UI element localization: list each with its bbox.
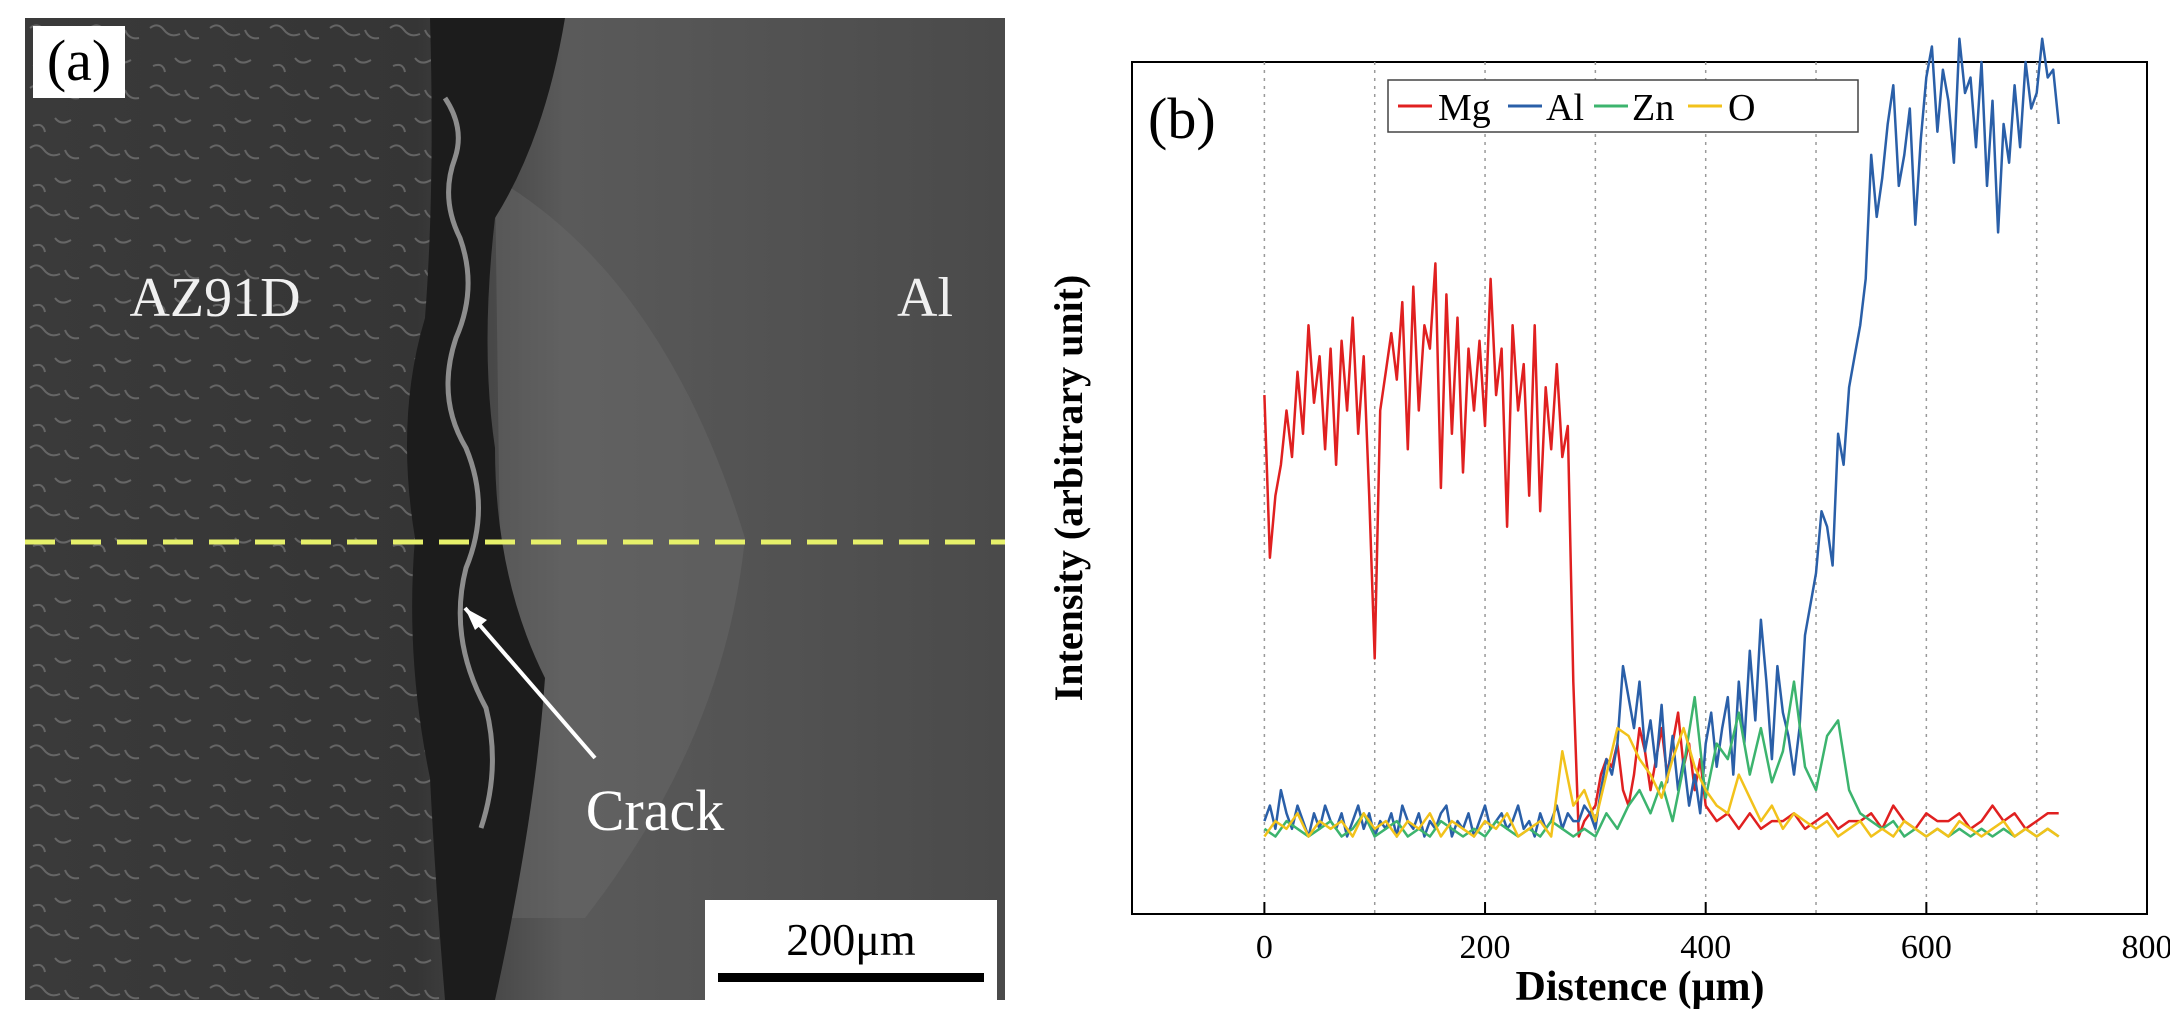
crack-bright-edges [442,96,495,829]
crack-pointer-arrowhead [465,608,487,630]
series-line-mg [1263,262,2059,838]
x-axis-label: Distence (μm) [1516,964,1765,1010]
x-tick-label: 600 [1901,929,1952,966]
interface-bright-zone [495,178,745,918]
x-axis-ticks: 0 200 400 600 800 [1256,902,2170,966]
scale-bar-label: 200μm [786,914,916,965]
x-tick-label: 800 [2122,929,2171,966]
series-group [1263,37,2060,838]
x-tick-label: 0 [1256,929,1273,966]
scale-bar [718,973,984,982]
crack-pointer-arrow [463,606,597,760]
eds-line-profile-chart: 0 200 400 600 800 (b) Mg Al Zn O Distence (μ… [1046,37,2170,1010]
legend: Mg Al Zn O [1387,79,1859,133]
label-al: Al [897,267,953,329]
gridlines [1263,62,2038,914]
az91d-dendrite-texture [25,18,445,1000]
panel-a-label-box [33,26,125,98]
y-axis-label: Intensity (arbitrary unit) [1046,275,1091,702]
label-az91d: AZ91D [129,267,300,329]
legend-label-zn: Zn [1632,87,1674,129]
legend-label-mg: Mg [1438,87,1491,129]
x-tick-label: 200 [1460,929,1511,966]
sem-micrograph-panel: (a) AZ91D Al Crack 200μm [25,18,1005,1000]
legend-label-o: O [1728,87,1755,129]
panel-a-label: (a) [47,28,111,93]
series-line-o [1263,726,2060,838]
legend-label-al: Al [1546,87,1584,129]
x-tick-label: 400 [1680,929,1731,966]
plot-frame [1131,61,2148,915]
panel-b-label: (b) [1148,86,1216,151]
crack-region [407,18,565,1000]
scale-bar-box [705,900,997,1000]
label-crack: Crack [586,778,725,843]
